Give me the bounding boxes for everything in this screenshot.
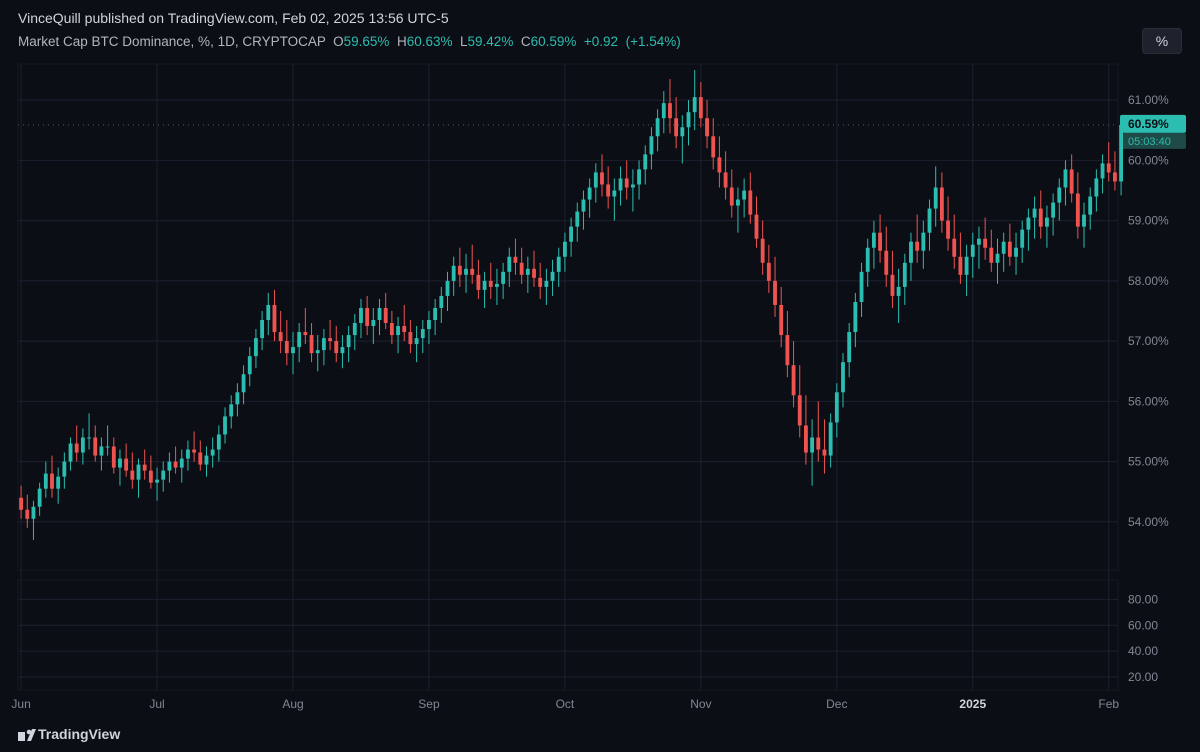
- svg-text:Feb: Feb: [1098, 697, 1119, 711]
- svg-text:Oct: Oct: [556, 697, 575, 711]
- svg-text:60.59%: 60.59%: [1128, 117, 1169, 131]
- svg-text:Nov: Nov: [690, 697, 711, 711]
- svg-text:05:03:40: 05:03:40: [1128, 136, 1171, 148]
- svg-text:Jun: Jun: [11, 697, 30, 711]
- o-value: 59.65%: [344, 34, 390, 49]
- change-pct: (+1.54%): [626, 34, 681, 49]
- symbol-desc: Market Cap BTC Dominance, %, 1D, CRYPTOC…: [18, 34, 326, 49]
- symbol-info-line: Market Cap BTC Dominance, %, 1D, CRYPTOC…: [18, 34, 681, 49]
- svg-text:54.00%: 54.00%: [1128, 515, 1169, 529]
- tradingview-brand: TradingView: [18, 726, 120, 742]
- svg-text:58.00%: 58.00%: [1128, 274, 1169, 288]
- svg-text:Sep: Sep: [418, 697, 440, 711]
- svg-text:Aug: Aug: [282, 697, 303, 711]
- svg-text:60.00%: 60.00%: [1128, 153, 1169, 167]
- h-label: H: [397, 34, 407, 49]
- c-label: C: [521, 34, 531, 49]
- h-value: 60.63%: [407, 34, 453, 49]
- l-label: L: [460, 34, 468, 49]
- l-value: 59.42%: [468, 34, 514, 49]
- chart-canvas[interactable]: 54.00% 55.00% 56.00% 57.00% 58.00% 59.00% 60.0…: [10, 58, 1190, 712]
- svg-text:59.00%: 59.00%: [1128, 214, 1169, 228]
- publisher-line: VinceQuill published on TradingView.com,…: [18, 10, 449, 26]
- svg-text:40.00: 40.00: [1128, 644, 1158, 658]
- svg-text:60.00: 60.00: [1128, 618, 1158, 632]
- svg-text:57.00%: 57.00%: [1128, 334, 1169, 348]
- unit-toggle[interactable]: %: [1142, 28, 1182, 54]
- c-value: 60.59%: [531, 34, 577, 49]
- svg-text:61.00%: 61.00%: [1128, 93, 1169, 107]
- change-abs: +0.92: [584, 34, 618, 49]
- svg-text:2025: 2025: [959, 697, 986, 711]
- svg-text:20.00: 20.00: [1128, 670, 1158, 684]
- svg-text:55.00%: 55.00%: [1128, 455, 1169, 469]
- svg-text:Dec: Dec: [826, 697, 847, 711]
- svg-text:80.00: 80.00: [1128, 592, 1158, 606]
- svg-text:56.00%: 56.00%: [1128, 394, 1169, 408]
- svg-text:Jul: Jul: [149, 697, 164, 711]
- chart-root: VinceQuill published on TradingView.com,…: [0, 0, 1200, 752]
- o-label: O: [333, 34, 344, 49]
